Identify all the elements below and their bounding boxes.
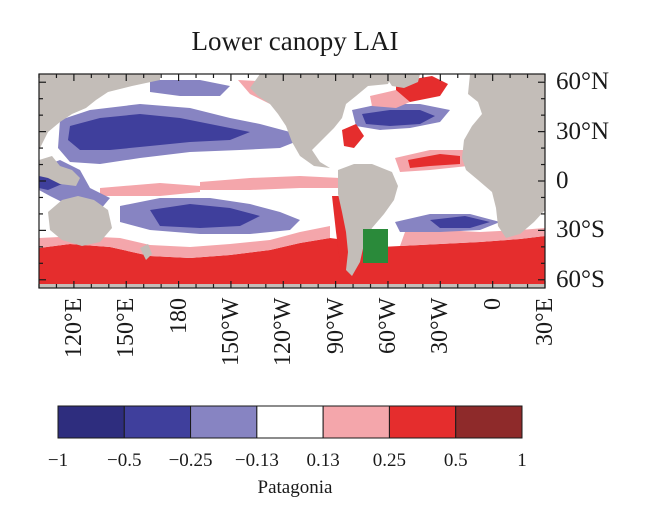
south-america-land	[338, 164, 398, 276]
longitude-label: 150°W	[217, 297, 244, 366]
longitude-label: 120°E	[60, 297, 87, 358]
greenland-land	[384, 74, 420, 88]
southern-ocean-weak-positive	[39, 226, 330, 258]
latitude-label: 30°N	[556, 117, 610, 145]
colorbar-tick-label: 0.25	[372, 450, 407, 471]
aleutian-weak-negative	[150, 80, 230, 96]
colorbar-bin	[190, 405, 258, 439]
australia-land	[48, 196, 112, 246]
north-america-land	[250, 74, 392, 168]
colorbar-bin	[455, 405, 523, 439]
patagonia-region	[363, 229, 388, 263]
colorbar-label: Patagonia	[257, 477, 333, 498]
figure-title: Lower canopy LAI	[191, 26, 399, 56]
south-atlantic-negative	[430, 216, 490, 228]
southern-ocean-positive-band	[39, 236, 545, 288]
tropical-atlantic-positive	[408, 154, 460, 168]
colorbar-tick-label: −0.25	[168, 450, 213, 471]
colorbar-tick-label: 1	[517, 450, 527, 471]
asia-land	[39, 74, 160, 150]
north-pacific-negative-core	[68, 114, 250, 150]
maritime-continent-land	[39, 156, 80, 186]
latitude-label: 0	[556, 167, 569, 194]
north-atlantic-negative	[362, 110, 435, 126]
central-pacific-weak-positive	[100, 183, 200, 196]
colorbar-tick-label: −0.5	[107, 450, 142, 471]
latitude-label: 60°N	[556, 68, 610, 96]
colorbar-bin	[388, 405, 457, 439]
east-pacific-weak-positive	[200, 176, 340, 190]
north-atlantic-weak-positive	[370, 90, 410, 108]
map-ticks	[38, 74, 546, 288]
longitude-label: 90°W	[322, 297, 349, 354]
gulf-stream-positive	[342, 124, 364, 148]
colorbar-tick-label: 0.5	[443, 450, 468, 471]
antarctic-land	[39, 284, 545, 288]
latitude-label: 30°S	[556, 216, 605, 244]
longitude-label: 180	[165, 298, 192, 334]
colorbar	[57, 405, 523, 439]
longitude-label: 150°E	[113, 297, 140, 358]
colorbar-bin	[322, 405, 390, 439]
kamchatka-land	[100, 74, 116, 90]
longitude-label: 60°W	[374, 297, 401, 354]
colorbar-tick-label: 0.13	[306, 450, 340, 471]
colorbar-tick-label: −1	[47, 450, 69, 471]
longitude-label: 30°W	[427, 297, 454, 354]
colorbar-tick-label: −0.13	[234, 450, 279, 471]
colorbar-bin	[256, 405, 324, 439]
south-pacific-negative-core	[150, 204, 260, 228]
longitude-label: 30°E	[532, 297, 558, 346]
latitude-label: 60°S	[556, 265, 605, 293]
new-zealand-land	[140, 244, 152, 260]
longitude-label: 0	[479, 298, 506, 310]
longitude-label: 120°W	[270, 297, 297, 366]
colorbar-bin	[123, 405, 192, 439]
europe-africa-land	[462, 74, 545, 238]
colorbar-bin	[57, 405, 125, 439]
